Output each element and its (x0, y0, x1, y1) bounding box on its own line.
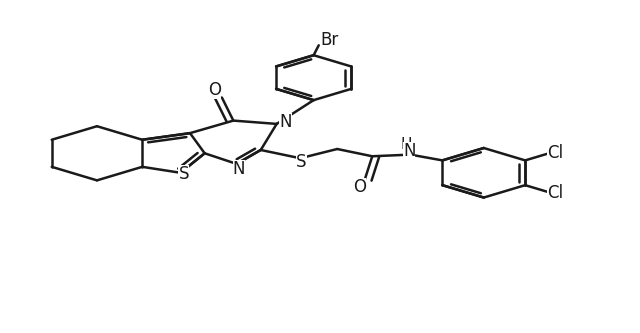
Text: S: S (296, 153, 307, 170)
Text: N: N (279, 113, 292, 131)
Text: Cl: Cl (547, 184, 563, 202)
Text: Cl: Cl (547, 144, 563, 162)
Text: N: N (233, 160, 245, 178)
Text: H: H (401, 137, 412, 152)
Text: O: O (353, 178, 366, 196)
Text: O: O (208, 81, 221, 99)
Text: N: N (403, 142, 415, 160)
Text: Br: Br (320, 31, 339, 49)
Text: S: S (179, 166, 189, 183)
